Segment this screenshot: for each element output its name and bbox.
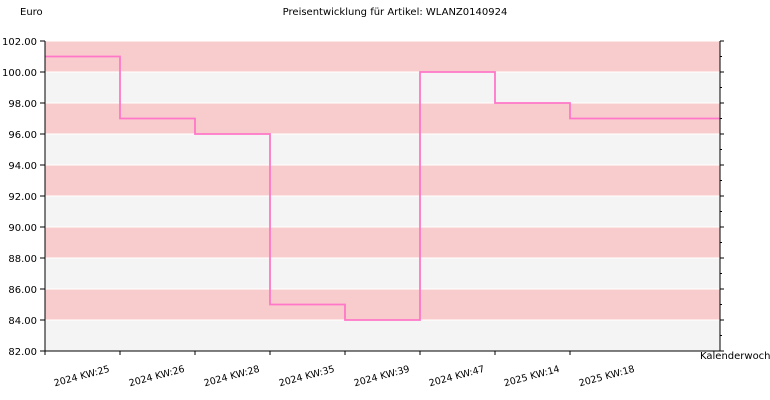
band <box>45 320 720 351</box>
y-tick-label: 86.00 <box>8 285 37 296</box>
axes <box>40 40 724 355</box>
band <box>45 134 720 165</box>
x-tick-label: 2024 KW:26 <box>128 364 186 389</box>
band <box>45 41 720 72</box>
y-tick-label: 96.00 <box>8 130 37 141</box>
series-layer <box>45 55 720 321</box>
y-tick-label: 88.00 <box>8 254 37 265</box>
y-tick-label: 90.00 <box>8 223 37 234</box>
x-tick-label: 2024 KW:25 <box>53 364 111 389</box>
band <box>45 165 720 196</box>
chart-title: Preisentwicklung für Artikel: WLANZ01409… <box>283 7 508 18</box>
x-tick-label: 2024 KW:35 <box>278 364 336 389</box>
y-tick-label: 82.00 <box>8 347 37 358</box>
background-bands <box>45 41 720 351</box>
y-tick-label: 98.00 <box>8 99 37 110</box>
band <box>45 227 720 258</box>
y-tick-label: 102.00 <box>2 37 37 48</box>
y-tick-label: 92.00 <box>8 192 37 203</box>
band <box>45 258 720 289</box>
y-axis-label: Euro <box>20 7 43 18</box>
series-line <box>45 55 720 321</box>
x-tick-label: 2024 KW:39 <box>353 364 411 389</box>
y-tick-label: 100.00 <box>2 68 37 79</box>
x-tick-label: 2024 KW:47 <box>428 364 486 389</box>
band <box>45 289 720 320</box>
y-tick-label: 84.00 <box>8 316 37 327</box>
band <box>45 196 720 227</box>
x-tick-label: 2024 KW:28 <box>203 364 261 389</box>
y-tick-label: 94.00 <box>8 161 37 172</box>
x-axis-label: Kalenderwoche <box>700 351 770 362</box>
x-tick-label: 2025 KW:14 <box>503 364 561 389</box>
band <box>45 72 720 103</box>
x-tick-label: 2025 KW:18 <box>578 364 636 389</box>
